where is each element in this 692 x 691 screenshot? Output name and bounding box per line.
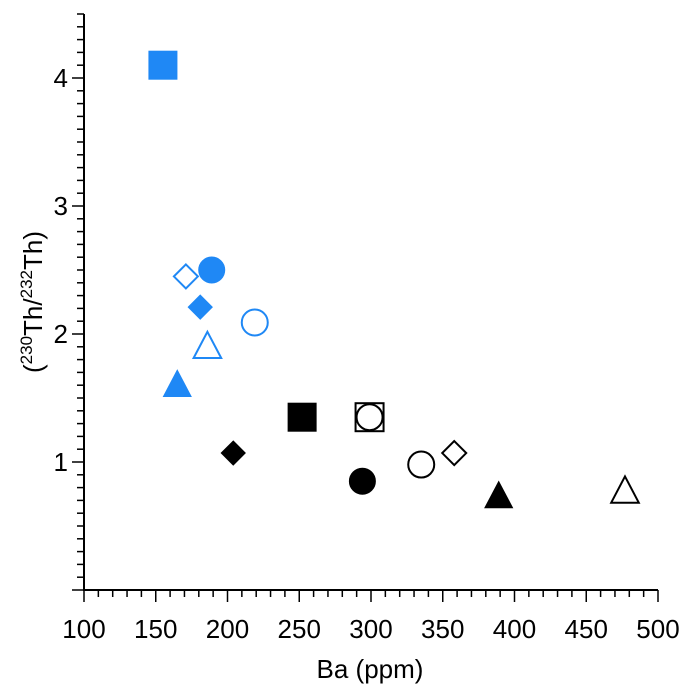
x-tick-label: 300: [349, 614, 392, 644]
y-tick-label: 4: [54, 63, 68, 93]
data-point-circle: [198, 256, 226, 284]
data-point-square: [148, 50, 178, 80]
y-tick-label: 2: [54, 319, 68, 349]
x-tick-label: 400: [493, 614, 536, 644]
data-point-circle: [355, 403, 384, 432]
y-axis-ticks: 1 2 3 4: [54, 13, 84, 591]
y-axis-title-sup2: 232: [17, 270, 36, 298]
data-point-square: [287, 402, 317, 432]
axes: [83, 14, 658, 591]
data-point-diamond: [440, 439, 468, 467]
x-tick-label: 350: [421, 614, 464, 644]
x-axis-ticks: 100 150 200 250 300 350 400 450 500: [62, 590, 680, 644]
data-point-circle: [348, 467, 376, 495]
x-tick-label: 150: [134, 614, 177, 644]
y-tick-label: 1: [54, 447, 68, 477]
data-point-circle: [407, 450, 436, 479]
x-axis-title: Ba (ppm): [317, 654, 424, 684]
data-point-triangle: [609, 474, 641, 504]
x-tick-label: 100: [62, 614, 105, 644]
data-point-triangle: [191, 329, 223, 360]
y-axis-title-open: (: [18, 364, 48, 373]
data-point-diamond: [220, 440, 246, 466]
x-tick-label: 450: [565, 614, 608, 644]
data-point-circle: [240, 308, 269, 337]
data-point-triangle: [162, 369, 192, 397]
data-markers: [148, 50, 641, 509]
x-tick-label: 500: [636, 614, 679, 644]
data-point-diamond: [187, 294, 213, 320]
y-axis-title-sup1: 230: [17, 336, 36, 364]
data-point-diamond: [172, 262, 200, 290]
y-axis-title-mid: Th/: [18, 298, 48, 336]
x-tick-label: 200: [206, 614, 249, 644]
x-tick-label: 250: [278, 614, 321, 644]
y-axis-title-end: Th): [18, 231, 48, 270]
data-point-triangle: [484, 480, 514, 509]
y-axis-title: (230Th/232Th): [17, 231, 48, 373]
y-tick-label: 3: [54, 191, 68, 221]
